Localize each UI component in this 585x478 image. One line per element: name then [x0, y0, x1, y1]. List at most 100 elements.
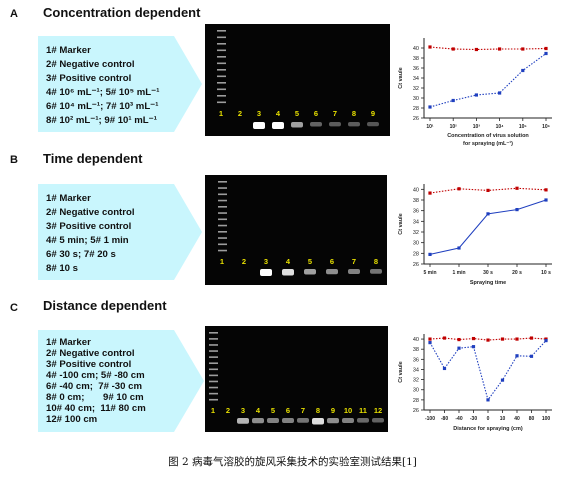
panel-b-legend-5: 6# 30 s; 7# 20 s — [46, 249, 116, 260]
panel-a-legend-2: 2# Negative control — [46, 59, 135, 70]
panel-c-title: Distance dependent — [43, 298, 167, 313]
gel-band — [260, 269, 272, 276]
marker-ladder-band — [209, 338, 218, 340]
x-tick-label: 10³ — [473, 124, 481, 130]
panel-b-title: Time dependent — [43, 151, 143, 166]
gel-lane-label: 11 — [359, 406, 367, 415]
series-2-point — [428, 252, 432, 256]
marker-ladder-band — [218, 212, 227, 214]
marker-ladder-band — [209, 392, 218, 395]
x-tick-label: 0 — [487, 416, 490, 422]
series-2-point — [457, 246, 461, 250]
marker-ladder-band — [217, 82, 226, 84]
gel-lane-label: 9 — [371, 109, 375, 118]
panel-c-gel-image: 1 2 3 4 5 6 7 8 9 10 11 12 — [205, 326, 388, 432]
marker-ladder-band — [217, 49, 226, 52]
marker-ladder-band — [218, 199, 227, 202]
marker-ladder-band — [218, 249, 227, 252]
marker-ladder-band — [209, 362, 218, 365]
x-axis-title: Concentration of virus solution — [447, 133, 529, 139]
series-2-point — [521, 68, 525, 73]
marker-ladder-band — [209, 398, 218, 401]
x-tick-label: 100 — [542, 416, 551, 422]
y-tick-label: 30 — [413, 96, 419, 102]
panel-c-legend-6: 8# 0 cm; 9# 10 cm — [46, 392, 144, 403]
gel-lane-label: 1 — [220, 257, 224, 266]
gel-lane-label: 5 — [295, 109, 299, 118]
x-tick-label: 10⁶ — [542, 124, 550, 130]
panel-c-legend-5: 6# -40 cm; 7# -30 cm — [46, 381, 142, 392]
series-2-point — [474, 93, 478, 97]
panel-b-legend-6: 8# 10 s — [46, 263, 79, 274]
marker-ladder-band — [218, 193, 227, 196]
panel-b-legend-arrow — [38, 184, 202, 280]
series-2-point — [544, 51, 548, 56]
x-tick-label: 10² — [450, 124, 458, 130]
series-1-point — [515, 337, 519, 341]
gel-lane-label: 4 — [276, 109, 281, 118]
series-1-point — [515, 186, 519, 190]
y-tick-label: 32 — [413, 378, 419, 384]
series-2-point — [515, 208, 519, 212]
gel-lane-label: 1 — [219, 109, 223, 118]
x-tick-label: -100 — [425, 416, 435, 422]
marker-ladder-band — [217, 62, 226, 65]
x-tick-label: 1 min — [452, 270, 465, 276]
panel-a-legend-1: 1# Marker — [46, 45, 91, 56]
gel-lane-label: 8 — [316, 406, 320, 415]
gel-lane-label: 2 — [242, 257, 246, 266]
gel-lane-label: 1 — [211, 406, 215, 415]
gel-lane-label: 7 — [301, 406, 305, 415]
gel-band — [357, 418, 369, 423]
series-2-point — [498, 91, 502, 95]
gel-band — [304, 269, 316, 275]
panel-c-legend-arrow — [38, 330, 204, 432]
y-tick-label: 32 — [413, 86, 419, 92]
marker-ladder-band — [217, 56, 226, 58]
marker-ladder-band — [218, 243, 227, 246]
marker-ladder-band — [218, 231, 227, 233]
y-tick-label: 36 — [413, 66, 419, 72]
gel-lane-label: 2 — [238, 109, 242, 118]
x-tick-label: 10⁵ — [519, 124, 528, 130]
series-1-point — [442, 336, 447, 340]
y-axis-title: Ct vaule — [398, 67, 404, 88]
gel-band — [370, 269, 382, 274]
marker-ladder-band — [218, 237, 227, 239]
panel-b-legend-1: 1# Marker — [46, 193, 91, 204]
series-1-point — [471, 336, 476, 341]
marker-ladder-band — [209, 386, 218, 389]
panel-a-legend-3: 3# Positive control — [46, 73, 132, 84]
gel-band — [348, 269, 360, 274]
x-tick-label: 40 — [514, 416, 520, 422]
panel-a-legend-6: 8# 10² mL⁻¹; 9# 10¹ mL⁻¹ — [46, 115, 157, 126]
x-axis-title: Spraying time — [470, 280, 506, 286]
marker-ladder-band — [209, 350, 218, 352]
marker-ladder-band — [217, 36, 226, 39]
gel-lane-label: 3 — [257, 109, 261, 118]
gel-lane-label: 7 — [333, 109, 337, 118]
panel-a-legend-5: 6# 10⁴ mL⁻¹; 7# 10³ mL⁻¹ — [46, 101, 159, 112]
x-tick-label: -80 — [441, 416, 448, 422]
gel-band — [348, 122, 360, 127]
gel-band — [252, 418, 264, 424]
gel-lane-label: 2 — [226, 406, 230, 415]
panel-c-legend-1: 1# Marker — [46, 337, 91, 348]
series-2-point — [544, 198, 548, 202]
gel-lane-label: 8 — [352, 109, 356, 118]
marker-ladder-band — [217, 101, 226, 104]
series-2-point — [544, 338, 548, 343]
series-1-point — [486, 188, 490, 192]
gel-band — [272, 122, 284, 129]
y-tick-label: 30 — [413, 388, 419, 394]
gel-band — [310, 122, 322, 127]
gel-band — [342, 418, 354, 423]
marker-ladder-band — [217, 88, 226, 91]
series-1-point — [428, 337, 432, 341]
y-tick-label: 38 — [413, 56, 419, 62]
y-tick-label: 26 — [413, 262, 419, 268]
gel-band — [327, 418, 339, 424]
gel-lane-label: 12 — [374, 406, 382, 415]
gel-band — [282, 418, 294, 423]
gel-lane-label: 6 — [314, 109, 318, 118]
